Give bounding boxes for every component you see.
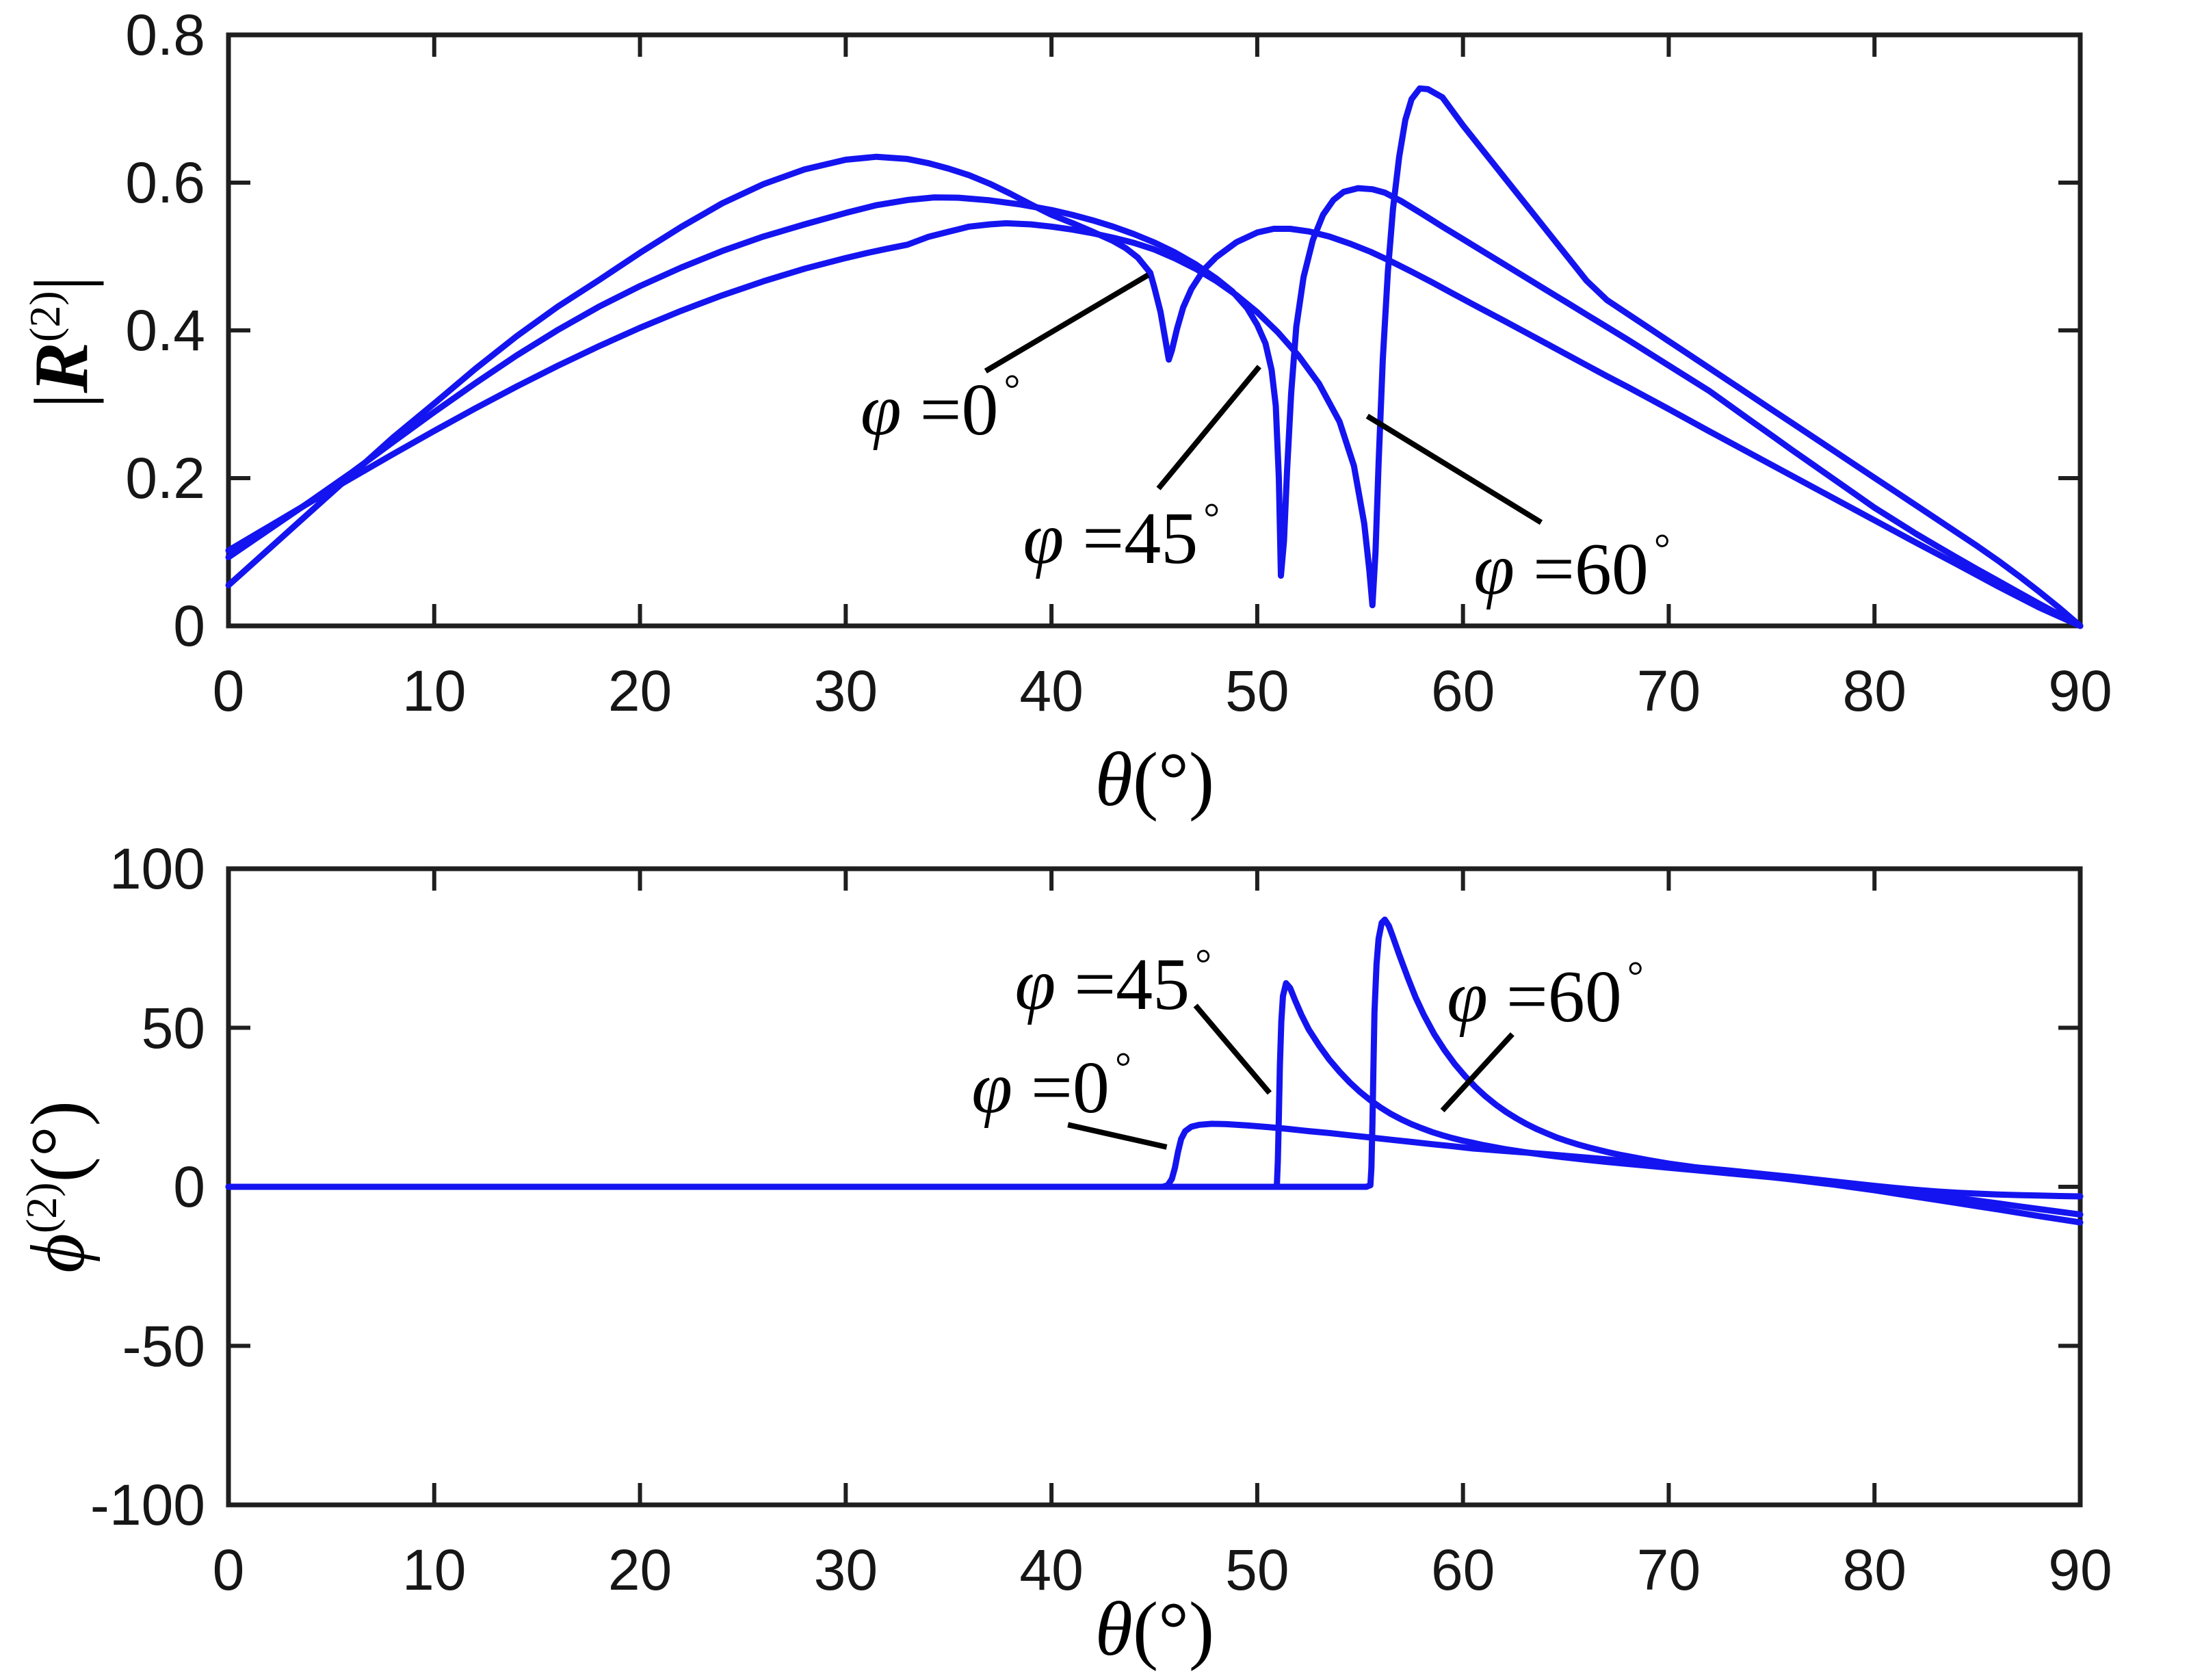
top-xtick-label-8: 80	[1842, 659, 1906, 723]
top-ytick-label-2: 0.4	[125, 298, 205, 363]
phi-symbol: φ	[1014, 943, 1056, 1025]
top-xtick-label-1: 10	[402, 659, 467, 723]
bottom-annotation-leader-1	[1193, 1003, 1272, 1095]
phi-symbol: φ	[1023, 497, 1064, 579]
bottom-ytick-label-0: -100	[90, 1473, 205, 1537]
bottom-ytick-label-1: -50	[122, 1313, 205, 1378]
annotation-value: =60	[1514, 528, 1649, 610]
annotation-value: =60	[1487, 956, 1622, 1038]
y1-bar-left: |	[19, 393, 104, 409]
top-xtick-label-7: 70	[1636, 659, 1701, 723]
bottom-xtick-label-8: 80	[1842, 1538, 1906, 1602]
top-ytick-label-4: 0.8	[125, 3, 205, 67]
bottom-xtick-label-0: 0	[212, 1538, 245, 1602]
degree-symbol: °	[1653, 525, 1670, 571]
bottom-curve-phi60	[225, 916, 2084, 1226]
phi-symbol: φ	[971, 1047, 1013, 1129]
top-annotation-leader-0	[984, 272, 1150, 373]
bottom-xtick-label-1: 10	[402, 1538, 467, 1602]
top-annotation-leader-1	[1156, 365, 1261, 490]
annotation-value: =45	[1064, 497, 1198, 579]
bottom-xtick-label-2: 20	[607, 1538, 672, 1602]
top-curve-phi45	[225, 185, 2084, 629]
bottom-xtick-label-5: 50	[1225, 1538, 1289, 1602]
x2-symbol-theta: θ	[1094, 1587, 1133, 1672]
x1-symbol-theta: θ	[1094, 737, 1133, 822]
annotation-value: =0	[901, 369, 999, 451]
x2-units: (°)	[1132, 1587, 1215, 1672]
bottom-x-axis-label: θ(°)	[1095, 1591, 1214, 1668]
top-ytick-label-3: 0.6	[125, 150, 205, 215]
bottom-annotation-label-0: φ =0 °	[971, 1047, 1131, 1125]
bottom-annotation-label-1: φ =45 °	[1015, 943, 1212, 1022]
phi-symbol: φ	[1447, 956, 1488, 1038]
top-xtick-label-0: 0	[212, 659, 245, 723]
phi-symbol: φ	[1473, 528, 1515, 610]
top-ytick-label-1: 0.2	[125, 446, 205, 510]
top-curve-phi60	[225, 85, 2084, 629]
annotation-value: =0	[1012, 1047, 1110, 1129]
bottom-xtick-label-6: 60	[1430, 1538, 1495, 1602]
top-annotation-label-2: φ =60 °	[1473, 528, 1670, 607]
annotation-value: =45	[1056, 943, 1190, 1025]
top-x-axis-label: θ(°)	[1095, 741, 1214, 818]
degree-symbol: °	[1195, 941, 1212, 986]
x1-units: (°)	[1132, 737, 1215, 822]
top-ytick-label-0: 0	[173, 594, 205, 658]
top-annotation-leader-2	[1365, 413, 1543, 525]
top-xtick-label-2: 20	[607, 659, 672, 723]
degree-symbol: °	[1203, 495, 1220, 540]
bottom-xtick-label-4: 40	[1019, 1538, 1084, 1602]
top-annotation-label-0: φ =0 °	[861, 369, 1021, 447]
y1-bar-right: |	[19, 275, 104, 291]
phi-symbol: φ	[860, 369, 902, 451]
top-xtick-label-3: 30	[813, 659, 878, 723]
bottom-ytick-label-2: 0	[173, 1155, 205, 1219]
degree-symbol: °	[1004, 366, 1021, 412]
top-annotation-label-1: φ =45 °	[1023, 497, 1220, 576]
y2-symbol-phi: ϕ	[16, 1233, 101, 1273]
top-xtick-label-4: 40	[1019, 659, 1084, 723]
bottom-xtick-label-7: 70	[1636, 1538, 1701, 1602]
bottom-xtick-label-3: 30	[813, 1538, 878, 1602]
bottom-ytick-label-4: 100	[109, 837, 205, 901]
top-xtick-label-5: 50	[1225, 659, 1289, 723]
bottom-annotation-leader-2	[1440, 1032, 1515, 1113]
bottom-annotation-label-2: φ =60 °	[1447, 956, 1644, 1034]
top-xtick-label-9: 90	[2048, 659, 2112, 723]
top-xtick-label-6: 60	[1430, 659, 1495, 723]
top-curve-phi0	[225, 153, 2084, 629]
bottom-ytick-label-3: 50	[141, 995, 205, 1060]
bottom-annotation-leader-0	[1067, 1122, 1168, 1150]
degree-symbol: °	[1114, 1044, 1131, 1090]
degree-symbol: °	[1627, 954, 1644, 999]
bottom-xtick-label-9: 90	[2048, 1538, 2112, 1602]
